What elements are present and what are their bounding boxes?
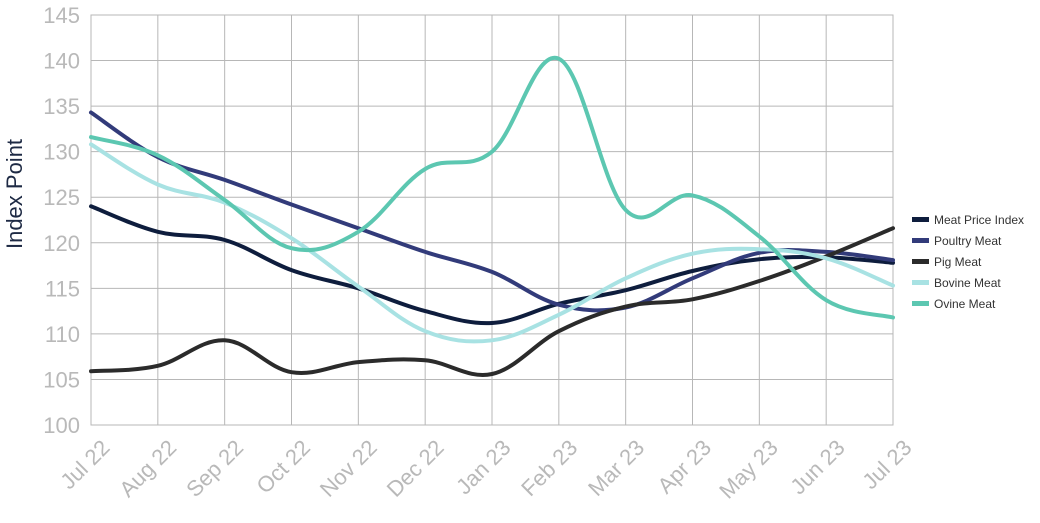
x-tick-label: Nov 22 <box>315 435 382 502</box>
x-tick-label: May 23 <box>714 435 783 504</box>
series-line-ovine-meat <box>89 55 895 320</box>
legend-label-bovine-meat: Bovine Meat <box>934 276 1001 290</box>
x-tick-label: Oct 22 <box>252 435 316 499</box>
legend-swatch-bovine-meat <box>912 280 929 285</box>
legend-swatch-poultry-meat <box>912 238 929 243</box>
y-tick-label: 125 <box>43 185 80 210</box>
legend-swatch-meat-price-index <box>912 217 929 222</box>
y-axis-ticks: 100 105 110 115 120 125 130 135 140 145 <box>43 3 80 438</box>
y-tick-label: 140 <box>43 49 80 74</box>
x-tick-label: Jul 22 <box>55 435 114 494</box>
legend-label-poultry-meat: Poultry Meat <box>934 234 1002 248</box>
y-tick-label: 115 <box>45 276 80 301</box>
x-tick-label: Sep 22 <box>181 435 248 502</box>
legend-label-ovine-meat: Ovine Meat <box>934 297 996 311</box>
series-line-poultry-meat <box>89 110 895 313</box>
series-line-pig-meat <box>89 226 895 377</box>
y-tick-label: 130 <box>43 140 80 165</box>
grid <box>90 14 894 426</box>
x-tick-label: Mar 23 <box>583 435 649 501</box>
x-tick-label: Jan 23 <box>451 435 515 499</box>
legend-swatch-pig-meat <box>912 259 929 264</box>
x-tick-label: Apr 23 <box>653 435 717 499</box>
x-tick-label: Jul 23 <box>857 435 916 494</box>
x-tick-label: Aug 22 <box>114 435 181 502</box>
x-tick-label: Jun 23 <box>785 435 849 499</box>
x-axis-ticks: Jul 22 Aug 22 Sep 22 Oct 22 Nov 22 Dec 22 Jan … <box>55 435 916 504</box>
x-tick-label: Feb 23 <box>516 435 582 501</box>
y-tick-label: 100 <box>43 413 80 438</box>
x-tick-label: Dec 22 <box>382 435 449 502</box>
y-axis-label: Index Point <box>2 139 27 249</box>
legend-swatch-ovine-meat <box>912 301 929 306</box>
legend-label-pig-meat: Pig Meat <box>934 255 982 269</box>
y-tick-label: 145 <box>43 3 80 28</box>
series-lines <box>89 55 895 377</box>
plot-frame <box>90 14 894 426</box>
y-tick-label: 110 <box>45 322 80 347</box>
legend: Meat Price Index Poultry Meat Pig Meat Bovi… <box>912 213 1024 311</box>
series-line-bovine-meat <box>89 142 895 344</box>
y-tick-label: 120 <box>43 231 80 256</box>
legend-label-meat-price-index: Meat Price Index <box>934 213 1024 227</box>
y-tick-label: 105 <box>43 367 80 392</box>
series-line-meat-price-index <box>89 204 895 326</box>
y-tick-label: 135 <box>43 94 80 119</box>
